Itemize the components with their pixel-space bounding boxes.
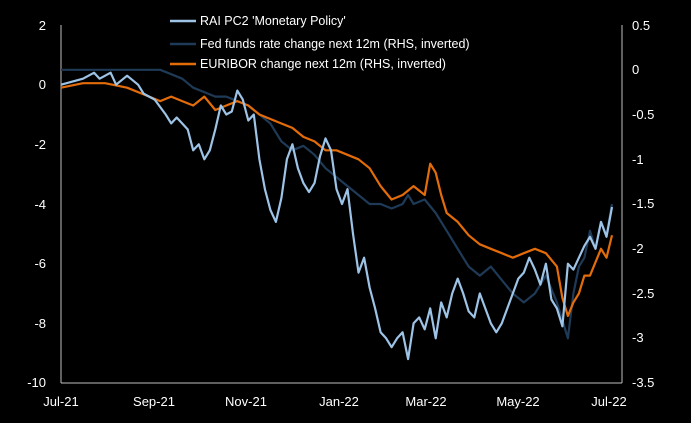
right-y-tick-label: -2 <box>632 241 644 256</box>
left-y-tick-label: -4 <box>34 197 46 212</box>
series-line-2 <box>60 82 614 317</box>
series-line-0 <box>60 71 614 361</box>
x-tick-label: May-22 <box>496 394 539 409</box>
left-y-tick-label: 2 <box>39 18 46 33</box>
x-tick-label: Nov-21 <box>225 394 267 409</box>
right-y-tick-label: -1 <box>632 152 644 167</box>
left-y-ticks: 2 0 -2 -4 -6 -8 -10 <box>27 18 46 390</box>
x-ticks: Jul-21 Sep-21 Nov-21 Jan-22 Mar-22 May-2… <box>43 394 626 409</box>
left-y-tick-label: -8 <box>34 316 46 331</box>
right-y-tick-label: 0.5 <box>632 18 650 33</box>
x-tick-label: Sep-21 <box>133 394 175 409</box>
legend-label-fed-funds: Fed funds rate change next 12m (RHS, inv… <box>200 37 470 51</box>
left-y-tick-label: 0 <box>39 77 46 92</box>
legend-label-rai-pc2: RAI PC2 'Monetary Policy' <box>200 14 346 28</box>
series-layer <box>60 68 614 361</box>
left-y-tick-label: -6 <box>34 256 46 271</box>
right-y-tick-label: -1.5 <box>632 196 654 211</box>
x-tick-label: Jul-21 <box>43 394 78 409</box>
x-tick-label: Jan-22 <box>319 394 359 409</box>
left-y-tick-label: -2 <box>34 137 46 152</box>
left-y-tick-label: -10 <box>27 375 46 390</box>
legend: RAI PC2 'Monetary Policy' Fed funds rate… <box>170 14 470 71</box>
right-y-tick-label: -3.5 <box>632 375 654 390</box>
x-tick-label: Mar-22 <box>405 394 446 409</box>
right-y-tick-label: -2.5 <box>632 286 654 301</box>
series-line-1 <box>61 68 614 340</box>
right-y-ticks: 0.5 0 -0.5 -1 -1.5 -2 -2.5 -3 -3.5 <box>632 18 654 390</box>
right-y-tick-label: -0.5 <box>632 107 654 122</box>
legend-label-euribor: EURIBOR change next 12m (RHS, inverted) <box>200 57 446 71</box>
right-y-tick-label: 0 <box>632 62 639 77</box>
x-tick-label: Jul-22 <box>591 394 626 409</box>
right-y-tick-label: -3 <box>632 330 644 345</box>
